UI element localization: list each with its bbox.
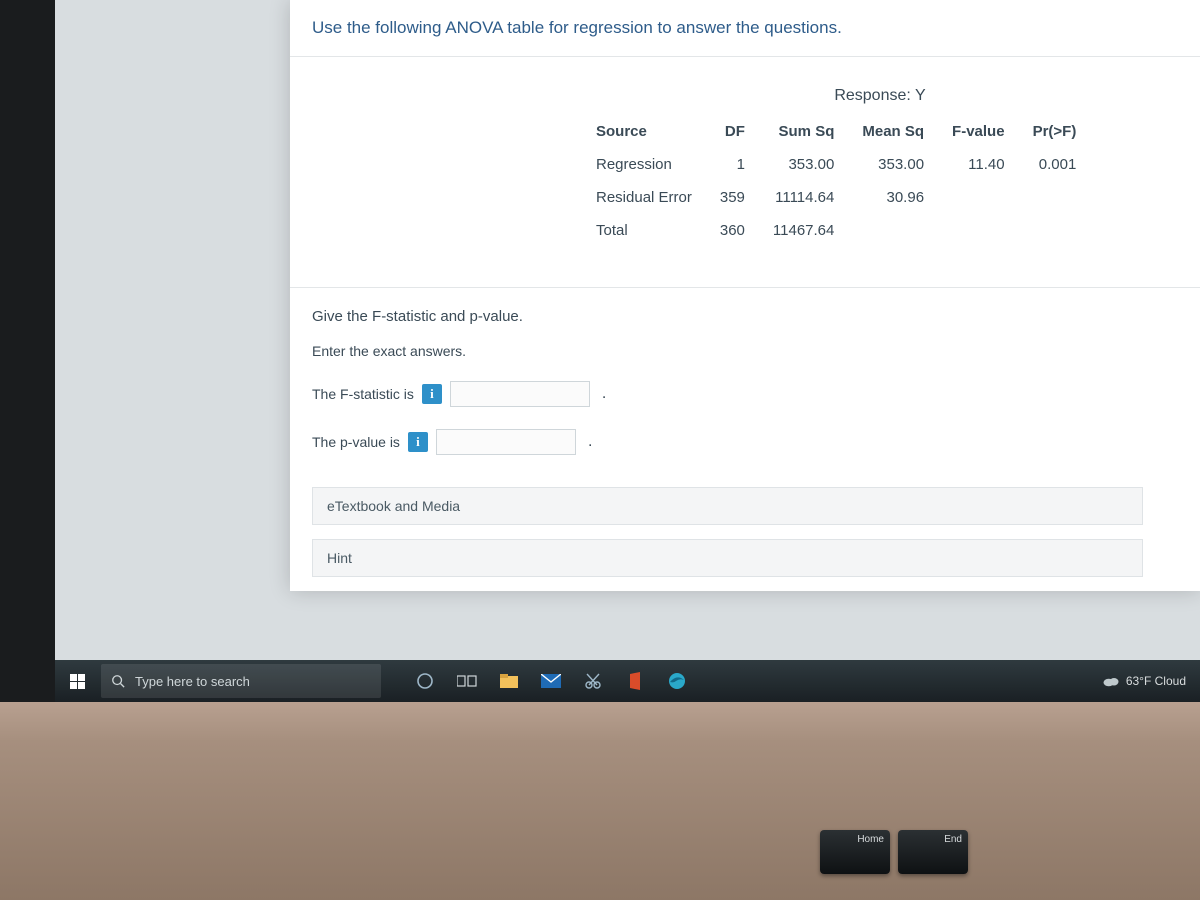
edge-icon[interactable] [659, 663, 695, 699]
weather-widget[interactable]: 63°F Cloud [1102, 674, 1186, 688]
etextbook-media-button[interactable]: eTextbook and Media [312, 487, 1143, 525]
key-end: End [898, 830, 968, 874]
cell [1019, 181, 1091, 214]
mail-icon[interactable] [533, 663, 569, 699]
cell: Regression [582, 148, 706, 181]
snip-icon[interactable] [575, 663, 611, 699]
anova-table: Source DF Sum Sq Mean Sq F-value Pr(>F) … [582, 115, 1090, 247]
windows-taskbar: Type here to search [55, 660, 1200, 702]
question-prompt: Use the following ANOVA table for regres… [290, 0, 1200, 57]
office-icon[interactable] [617, 663, 653, 699]
cell: 11467.64 [759, 214, 848, 247]
taskbar-pinned-apps [407, 660, 695, 702]
cortana-icon[interactable] [407, 663, 443, 699]
anova-col-header: Mean Sq [848, 115, 938, 148]
cell: Residual Error [582, 181, 706, 214]
cell: 360 [706, 214, 759, 247]
text: The p-value is [312, 434, 400, 450]
subquestion-instruction: Give the F-statistic and p-value. [312, 308, 1178, 325]
anova-col-header: DF [706, 115, 759, 148]
file-explorer-icon[interactable] [491, 663, 527, 699]
cell: 11.40 [938, 148, 1019, 181]
quiz-content-panel: Use the following ANOVA table for regres… [290, 0, 1200, 591]
table-row: Regression 1 353.00 353.00 11.40 0.001 [582, 148, 1090, 181]
cell: 30.96 [848, 181, 938, 214]
p-value-row: The p-value is i . [312, 429, 1178, 455]
table-row: Total 360 11467.64 [582, 214, 1090, 247]
cell [848, 214, 938, 247]
f-statistic-label: The F-statistic is [312, 386, 414, 402]
windows-logo-icon [70, 674, 85, 689]
start-button[interactable] [55, 660, 99, 702]
anova-response-label: Response: Y [582, 87, 1178, 105]
cell [938, 181, 1019, 214]
anova-col-header: Sum Sq [759, 115, 848, 148]
anova-col-header: F-value [938, 115, 1019, 148]
cell: 353.00 [848, 148, 938, 181]
taskbar-search[interactable]: Type here to search [101, 664, 381, 698]
cell: Total [582, 214, 706, 247]
cell: 11114.64 [759, 181, 848, 214]
p-value-label: The p-value is [312, 434, 400, 450]
cell: 359 [706, 181, 759, 214]
cell: 353.00 [759, 148, 848, 181]
cell [938, 214, 1019, 247]
search-icon [111, 674, 125, 688]
laptop-deck [0, 702, 1200, 900]
keyboard-keys: Home End [820, 830, 968, 874]
cell: 0.001 [1019, 148, 1091, 181]
f-statistic-input[interactable] [450, 381, 590, 407]
task-view-icon[interactable] [449, 663, 485, 699]
search-placeholder: Type here to search [135, 674, 250, 689]
text: Give the F-statistic and p-value. [312, 308, 523, 325]
cloud-icon [1102, 674, 1120, 688]
period: . [602, 385, 606, 403]
hint-button[interactable]: Hint [312, 539, 1143, 577]
p-value-input[interactable] [436, 429, 576, 455]
anova-table-section: Response: Y Source DF Sum Sq Mean Sq F-v… [290, 57, 1200, 288]
table-row: Residual Error 359 11114.64 30.96 [582, 181, 1090, 214]
weather-text: 63°F Cloud [1126, 674, 1186, 688]
f-statistic-row: The F-statistic is i . [312, 381, 1178, 407]
key-home: Home [820, 830, 890, 874]
cell [1019, 214, 1091, 247]
info-icon[interactable]: i [422, 384, 442, 404]
cell: 1 [706, 148, 759, 181]
anova-col-header: Pr(>F) [1019, 115, 1091, 148]
info-icon[interactable]: i [408, 432, 428, 452]
subquestion-note: Enter the exact answers. [312, 343, 1178, 359]
subquestion-section: Give the F-statistic and p-value. Enter … [290, 288, 1200, 487]
period: . [588, 433, 592, 451]
anova-col-header: Source [582, 115, 706, 148]
